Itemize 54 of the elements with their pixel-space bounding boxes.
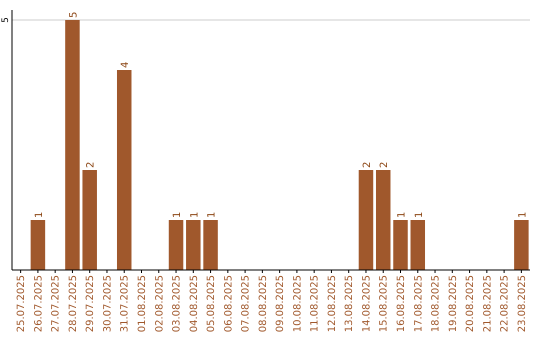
bar xyxy=(30,220,46,270)
data-label: 5 xyxy=(68,12,80,18)
data-label: 2 xyxy=(362,162,373,168)
data-label: 1 xyxy=(206,212,218,218)
bar xyxy=(116,70,132,270)
x-tick-label: 18.08.2025 xyxy=(430,275,442,332)
x-tick-label: 14.08.2025 xyxy=(361,275,372,332)
bar xyxy=(203,220,218,270)
bar xyxy=(410,220,426,270)
x-tick-label: 05.08.2025 xyxy=(206,275,218,332)
x-tick-label: 19.08.2025 xyxy=(448,275,459,332)
data-label: 1 xyxy=(396,212,408,218)
data-label: 1 xyxy=(414,212,425,218)
data-label: 1 xyxy=(189,212,200,218)
x-tick-label: 17.08.2025 xyxy=(413,275,424,332)
x-tick-label: 25.07.2025 xyxy=(16,275,28,332)
bar xyxy=(82,170,97,270)
bar xyxy=(376,170,390,270)
x-tick-label: 21.08.2025 xyxy=(482,275,494,332)
x-tick-label: 12.08.2025 xyxy=(326,275,338,332)
bar xyxy=(393,220,408,270)
x-tick-label: 08.08.2025 xyxy=(258,275,269,332)
bar xyxy=(358,170,374,270)
bar xyxy=(186,220,201,270)
bar xyxy=(514,220,529,270)
x-tick-label: 10.08.2025 xyxy=(292,275,304,332)
x-tick-label: 01.08.2025 xyxy=(137,275,148,332)
bar xyxy=(65,20,80,270)
x-tick-label: 11.08.2025 xyxy=(310,275,321,332)
x-tick-label: 04.08.2025 xyxy=(188,275,200,332)
data-label: 2 xyxy=(379,162,390,168)
data-label: 4 xyxy=(120,62,132,68)
x-tick-label: 22.08.2025 xyxy=(500,275,511,332)
bar xyxy=(168,220,184,270)
x-tick-label: 30.07.2025 xyxy=(102,275,114,332)
x-tick-label: 31.07.2025 xyxy=(120,275,131,332)
x-tick-label: 02.08.2025 xyxy=(154,275,166,332)
x-tick-label: 23.08.2025 xyxy=(516,275,528,332)
x-tick-label: 28.07.2025 xyxy=(68,275,79,332)
x-tick-label: 09.08.2025 xyxy=(275,275,286,332)
x-tick-label: 03.08.2025 xyxy=(172,275,183,332)
data-label: 1 xyxy=(517,212,528,218)
x-tick-label: 16.08.2025 xyxy=(396,275,407,332)
x-tick-label: 13.08.2025 xyxy=(344,275,356,332)
data-label: 2 xyxy=(86,162,97,168)
x-tick-label: 27.07.2025 xyxy=(50,275,62,332)
x-tick-label: 15.08.2025 xyxy=(378,275,390,332)
x-tick-label: 06.08.2025 xyxy=(223,275,234,332)
x-tick-label: 29.07.2025 xyxy=(85,275,96,332)
x-tick-label: 07.08.2025 xyxy=(240,275,252,332)
x-tick-label: 20.08.2025 xyxy=(465,275,476,332)
data-label: 1 xyxy=(172,212,184,218)
data-label: 1 xyxy=(34,212,45,218)
x-tick-label: 26.07.2025 xyxy=(33,275,44,332)
